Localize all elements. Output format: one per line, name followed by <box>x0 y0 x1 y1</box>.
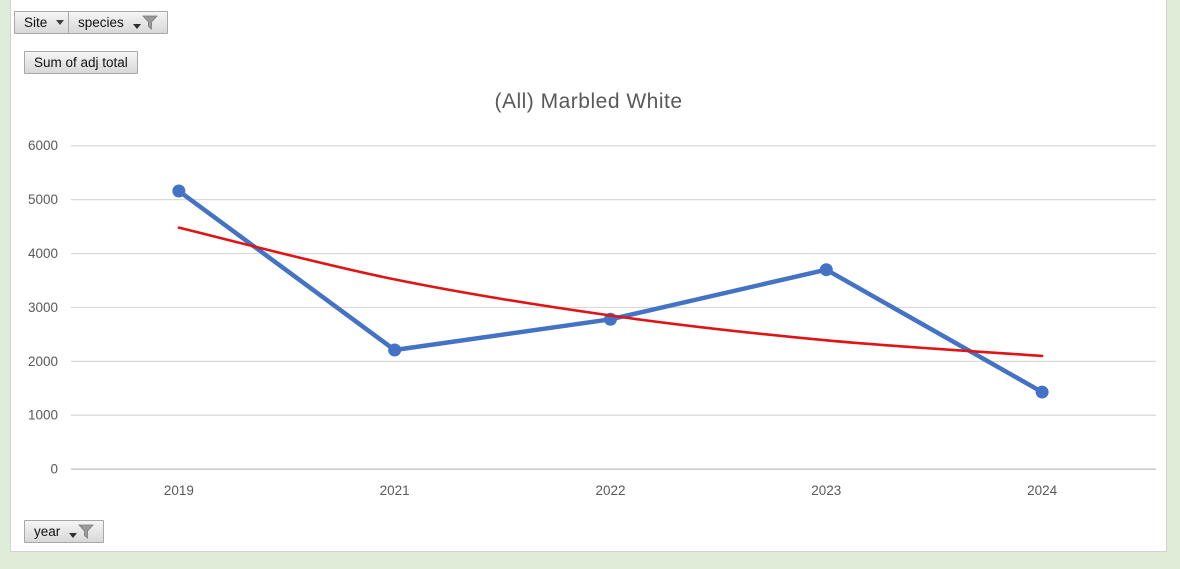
field-button-label: species <box>78 15 124 30</box>
pivot-chart-object[interactable]: 0 1000 2000 3000 4000 5000 6000 2019 2021 2022 202… <box>10 0 1167 552</box>
x-category-label: 2023 <box>811 483 841 498</box>
data-point-marker[interactable] <box>1035 385 1049 399</box>
plot-area: 0 1000 2000 3000 4000 5000 6000 2019 2021 2022 202… <box>28 138 1157 498</box>
filter-funnel-icon <box>78 524 95 539</box>
filter-dropdown-icon[interactable] <box>132 15 158 30</box>
y-tick-label: 5000 <box>28 192 58 207</box>
y-tick-label: 6000 <box>28 138 58 153</box>
data-point-marker[interactable] <box>172 184 186 198</box>
trendline[interactable] <box>177 226 1044 358</box>
x-category-label: 2024 <box>1027 483 1057 498</box>
x-category-label: 2019 <box>164 483 194 498</box>
x-category-label: 2022 <box>595 483 625 498</box>
y-tick-label: 3000 <box>28 300 58 315</box>
data-point-marker[interactable] <box>388 343 402 357</box>
filter-funnel-icon <box>141 15 158 30</box>
y-tick-label: 4000 <box>28 246 58 261</box>
chevron-down-icon <box>132 24 141 29</box>
chart-title[interactable]: (All) Marbled White <box>494 90 683 113</box>
filter-dropdown-icon[interactable] <box>69 524 95 539</box>
y-tick-label: 0 <box>50 462 58 477</box>
chevron-down-icon <box>69 533 78 538</box>
y-tick-label: 1000 <box>28 408 58 423</box>
pivot-field-button-species[interactable]: species <box>68 11 168 34</box>
pivot-field-button-site[interactable]: Site <box>14 11 75 34</box>
field-button-label: Site <box>24 15 48 30</box>
pivot-field-button-year[interactable]: year <box>24 520 105 543</box>
field-button-label: year <box>34 524 61 539</box>
y-tick-label: 2000 <box>28 354 58 369</box>
field-button-label: Sum of adj total <box>34 55 128 70</box>
x-category-label: 2021 <box>380 483 410 498</box>
chevron-down-icon <box>56 20 65 25</box>
data-point-marker[interactable] <box>819 263 833 277</box>
pivot-field-button-value[interactable]: Sum of adj total <box>24 51 138 74</box>
